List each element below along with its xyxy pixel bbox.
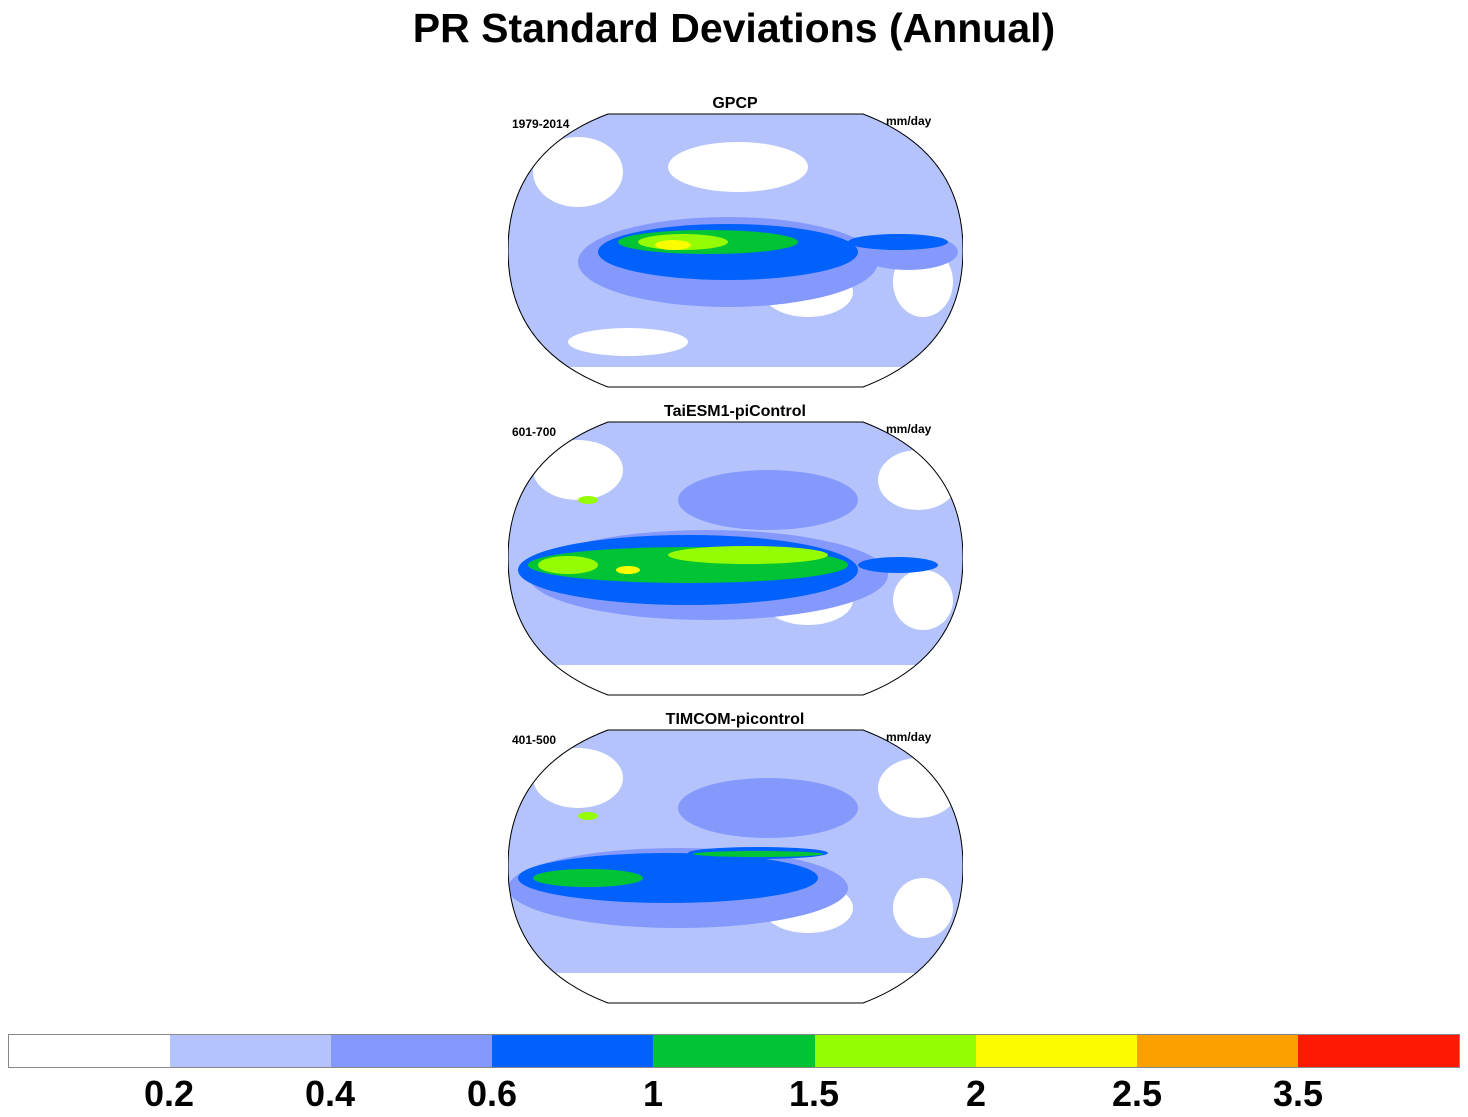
colorbar-box: [170, 1035, 332, 1067]
map-panel-timcom: TIMCOM-picontrol 401-500 mm/day: [500, 711, 970, 1011]
colorbar-box: [653, 1035, 815, 1067]
panel-title: TIMCOM-picontrol: [665, 711, 805, 728]
colorbar-label: 2: [965, 1073, 987, 1114]
colorbar-box: [331, 1035, 493, 1067]
colorbar-box: [492, 1035, 654, 1067]
colorbar-label: 3.5: [1272, 1073, 1324, 1114]
panel-period: 601-700: [512, 425, 557, 439]
colorbar-box: [1136, 1035, 1298, 1067]
colorbar-label: 0.2: [143, 1073, 195, 1114]
colorbar-label: 0.6: [466, 1073, 518, 1114]
colorbar-label: 1: [642, 1073, 664, 1114]
colorbar-box: [814, 1035, 976, 1067]
world-map: [508, 729, 963, 1004]
panel-units: mm/day: [886, 114, 932, 128]
panel-title: GPCP: [712, 95, 758, 112]
panel-units: mm/day: [886, 422, 932, 436]
map-panel-gpcp: GPCP 1979-2014 mm/day: [500, 95, 970, 395]
panel-period: 1979-2014: [512, 117, 570, 131]
colorbar-label: 0.4: [304, 1073, 356, 1114]
world-map: [508, 113, 963, 388]
colorbar-box: [1297, 1035, 1459, 1067]
colorbar: [8, 1034, 1460, 1068]
colorbar-box: [975, 1035, 1137, 1067]
colorbar-label: 1.5: [788, 1073, 840, 1114]
panel-units: mm/day: [886, 730, 932, 744]
colorbar-box: [9, 1035, 171, 1067]
map-panel-taiesm1: TaiESM1-piControl 601-700 mm/day: [500, 403, 970, 703]
figure-title: PR Standard Deviations (Annual): [412, 5, 1056, 51]
colorbar-label: 2.5: [1111, 1073, 1163, 1114]
panel-period: 401-500: [512, 733, 557, 747]
world-map: [508, 421, 963, 696]
panel-title: TaiESM1-piControl: [664, 403, 806, 420]
